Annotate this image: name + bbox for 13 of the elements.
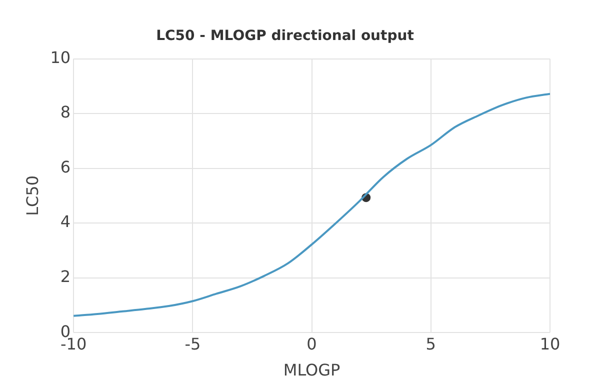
y-tick-label: 10 — [50, 48, 71, 67]
y-tick-label: 6 — [60, 157, 71, 176]
chart-title: LC50 - MLOGP directional output — [156, 28, 414, 44]
x-axis-title: MLOGP — [283, 360, 341, 380]
y-tick-label: 4 — [60, 212, 71, 232]
x-tick-label: 0 — [306, 334, 317, 354]
y-tick-label: 8 — [60, 102, 71, 122]
x-tick-label: 5 — [426, 334, 436, 354]
x-tick-label: -5 — [184, 334, 201, 354]
x-tick-label: 10 — [540, 334, 560, 354]
line-series — [74, 92, 550, 317]
y-tick-label: 2 — [60, 266, 71, 286]
y-axis-title: LC50 — [22, 175, 42, 216]
